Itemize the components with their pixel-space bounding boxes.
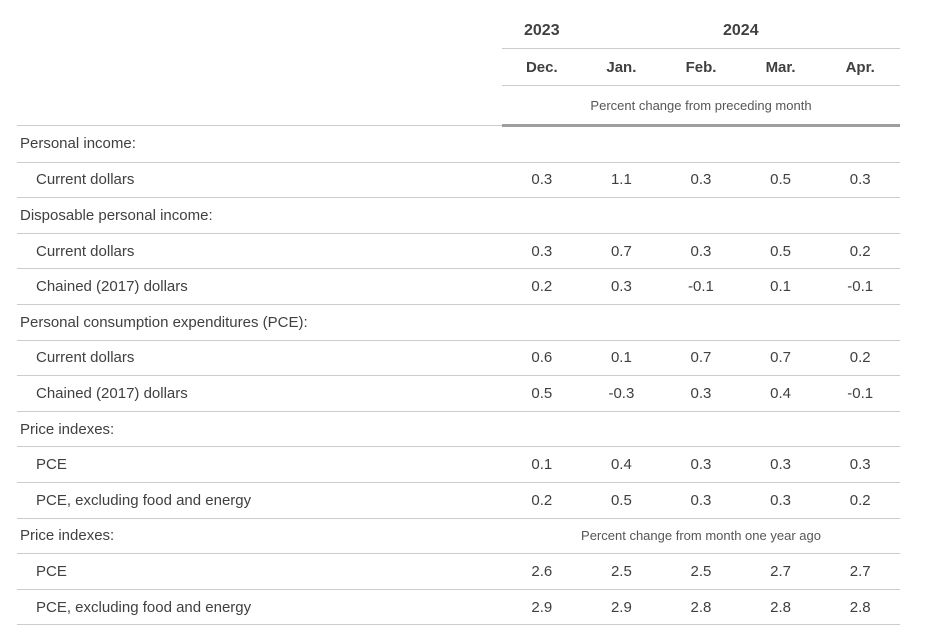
value-cell: 0.3 xyxy=(820,446,900,483)
table-header: 2023 2024 Dec. Jan. Feb. Mar. Apr. Perce… xyxy=(17,14,900,127)
value-cell: 2.8 xyxy=(740,589,821,626)
row-label: Current dollars xyxy=(17,340,502,377)
row-label: PCE xyxy=(17,446,502,483)
value-cell: 0.3 xyxy=(820,162,900,199)
row-label: Chained (2017) dollars xyxy=(17,375,502,412)
section-note xyxy=(502,197,900,234)
stub-blank-cell xyxy=(17,49,502,86)
value-cell: 2.7 xyxy=(740,553,821,590)
row-label: Current dollars xyxy=(17,162,502,199)
value-cell: 0.3 xyxy=(661,233,741,270)
value-cell: 2.7 xyxy=(820,553,900,590)
section-note xyxy=(502,411,900,448)
data-row: PCE 2.6 2.5 2.5 2.7 2.7 xyxy=(17,553,900,590)
value-cell: -0.3 xyxy=(581,375,662,412)
year-header-2024: 2024 xyxy=(581,14,900,49)
value-cell: 0.6 xyxy=(502,340,582,377)
value-cell: 0.5 xyxy=(740,162,821,199)
value-cell: 0.1 xyxy=(740,268,821,305)
stub-blank-cell xyxy=(17,14,502,49)
value-cell: -0.1 xyxy=(820,375,900,412)
value-cell: -0.1 xyxy=(661,268,741,305)
unit-note-row: Percent change from preceding month xyxy=(17,85,900,127)
value-cell: 0.7 xyxy=(581,233,662,270)
month-header-jan: Jan. xyxy=(581,48,662,86)
section-note: Percent change from month one year ago xyxy=(502,518,900,555)
value-cell: -0.1 xyxy=(820,268,900,305)
value-cell: 0.1 xyxy=(502,446,582,483)
stub-edge-cell xyxy=(17,85,502,126)
value-cell: 0.4 xyxy=(581,446,662,483)
value-cell: 2.8 xyxy=(661,589,741,626)
month-header-row: Dec. Jan. Feb. Mar. Apr. xyxy=(17,48,900,86)
value-cell: 0.3 xyxy=(661,375,741,412)
row-label: Personal income: xyxy=(17,125,502,163)
data-row: PCE, excluding food and energy 0.2 0.5 0.3 0… xyxy=(17,482,900,519)
value-cell: 2.9 xyxy=(581,589,662,626)
section-note xyxy=(502,125,900,163)
value-cell: 0.4 xyxy=(740,375,821,412)
value-cell: 0.3 xyxy=(502,162,582,199)
value-cell: 0.1 xyxy=(581,340,662,377)
value-cell: 0.3 xyxy=(502,233,582,270)
month-header-feb: Feb. xyxy=(661,48,741,86)
row-label: Current dollars xyxy=(17,233,502,270)
month-header-mar: Mar. xyxy=(740,48,821,86)
personal-income-table: 2023 2024 Dec. Jan. Feb. Mar. Apr. Perce… xyxy=(17,14,900,626)
value-cell: 0.3 xyxy=(740,482,821,519)
year-header-2023: 2023 xyxy=(502,14,582,49)
value-cell: 0.7 xyxy=(740,340,821,377)
row-label: Price indexes: xyxy=(17,518,502,555)
section-note xyxy=(502,304,900,341)
data-row: Current dollars 0.3 0.7 0.3 0.5 0.2 xyxy=(17,233,900,270)
section-row: Personal consumption expenditures (PCE): xyxy=(17,304,900,341)
value-cell: 0.3 xyxy=(740,446,821,483)
value-cell: 0.5 xyxy=(740,233,821,270)
row-label: Price indexes: xyxy=(17,411,502,448)
value-cell: 0.3 xyxy=(661,446,741,483)
value-cell: 0.3 xyxy=(661,162,741,199)
data-row: Chained (2017) dollars 0.5 -0.3 0.3 0.4 -0.1 xyxy=(17,375,900,412)
value-cell: 0.2 xyxy=(502,268,582,305)
row-label: Disposable personal income: xyxy=(17,197,502,234)
row-label: Chained (2017) dollars xyxy=(17,268,502,305)
row-label: PCE, excluding food and energy xyxy=(17,482,502,519)
section-row: Disposable personal income: xyxy=(17,197,900,234)
row-label: Personal consumption expenditures (PCE): xyxy=(17,304,502,341)
value-cell: 2.5 xyxy=(661,553,741,590)
value-cell: 0.2 xyxy=(820,233,900,270)
month-header-apr: Apr. xyxy=(820,48,900,86)
data-row: Chained (2017) dollars 0.2 0.3 -0.1 0.1 -0.1 xyxy=(17,268,900,305)
value-cell: 2.6 xyxy=(502,553,582,590)
table-body: Personal income: Current dollars 0.3 1.1 0.3… xyxy=(17,125,900,626)
unit-note: Percent change from preceding month xyxy=(502,85,900,127)
value-cell: 0.5 xyxy=(581,482,662,519)
value-cell: 0.7 xyxy=(661,340,741,377)
data-row: PCE 0.1 0.4 0.3 0.3 0.3 xyxy=(17,446,900,483)
year-header-row: 2023 2024 xyxy=(17,14,900,49)
value-cell: 0.3 xyxy=(581,268,662,305)
value-cell: 2.9 xyxy=(502,589,582,626)
section-row: Price indexes: xyxy=(17,411,900,448)
section-row: Price indexes: Percent change from month … xyxy=(17,518,900,555)
row-label: PCE xyxy=(17,553,502,590)
value-cell: 0.2 xyxy=(820,340,900,377)
value-cell: 2.5 xyxy=(581,553,662,590)
value-cell: 0.3 xyxy=(661,482,741,519)
value-cell: 2.8 xyxy=(820,589,900,626)
section-row: Personal income: xyxy=(17,125,900,163)
value-cell: 1.1 xyxy=(581,162,662,199)
row-label: PCE, excluding food and energy xyxy=(17,589,502,626)
value-cell: 0.5 xyxy=(502,375,582,412)
value-cell: 0.2 xyxy=(502,482,582,519)
month-header-dec: Dec. xyxy=(502,48,582,86)
data-row: Current dollars 0.3 1.1 0.3 0.5 0.3 xyxy=(17,162,900,199)
data-row: PCE, excluding food and energy 2.9 2.9 2.8 2… xyxy=(17,589,900,626)
data-row: Current dollars 0.6 0.1 0.7 0.7 0.2 xyxy=(17,340,900,377)
value-cell: 0.2 xyxy=(820,482,900,519)
